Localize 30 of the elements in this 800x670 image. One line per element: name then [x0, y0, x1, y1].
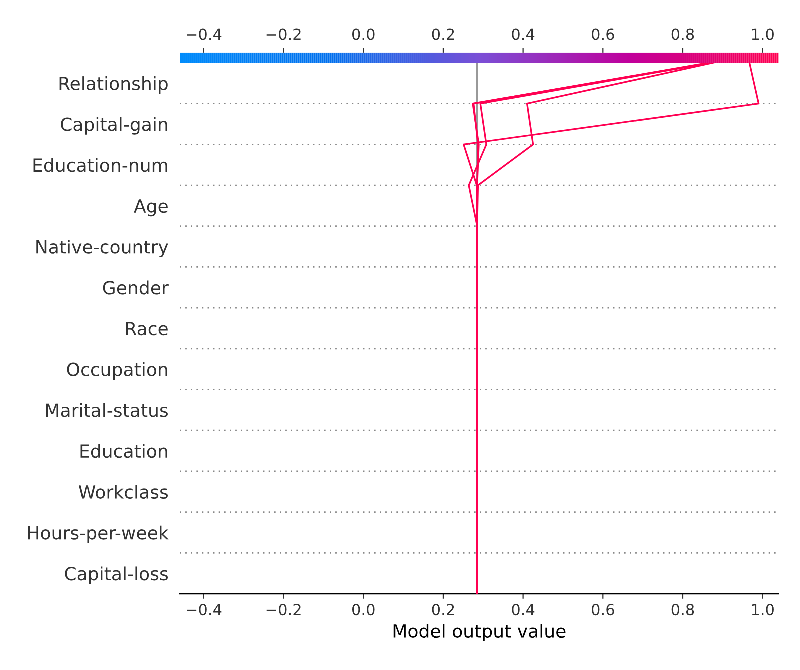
y-tick-label: Education — [80, 444, 168, 458]
x-tick-label: 0.2 — [432, 604, 454, 616]
color-bar-label: 0.4 — [512, 28, 535, 40]
x-tick-label: 1.0 — [752, 604, 774, 616]
color-bar-label: −0.2 — [266, 28, 301, 40]
y-tick-label: Marital-status — [46, 403, 168, 418]
x-tick-label: 0.6 — [592, 604, 614, 616]
x-tick-label: 0.4 — [512, 604, 535, 616]
x-tick-label: −0.2 — [266, 604, 301, 616]
y-tick-label: Occupation — [67, 362, 168, 380]
color-bar-label: 0.8 — [672, 28, 694, 40]
y-tick-label: Education-num — [34, 158, 168, 172]
y-tick-label: Relationship — [60, 76, 168, 94]
y-tick-label: Capital-loss — [65, 566, 168, 584]
color-bar-label: 0.2 — [432, 28, 454, 40]
y-tick-label: Age — [134, 200, 168, 217]
y-tick-label: Hours-per-week — [28, 526, 169, 544]
y-tick-label: Capital-gain — [61, 117, 168, 135]
color-bar-label: 0.6 — [592, 28, 614, 40]
x-tick-label: 0.0 — [352, 604, 375, 616]
color-bar-label: 0.0 — [352, 28, 375, 40]
y-tick-label: Workclass — [78, 485, 168, 500]
x-axis-title: Model output value — [394, 624, 566, 642]
x-tick-label: 0.8 — [672, 604, 694, 616]
color-bar-label: 1.0 — [752, 28, 774, 40]
x-tick-label: −0.4 — [187, 604, 222, 616]
color-bar-label: −0.4 — [187, 28, 222, 40]
y-tick-label: Native-country — [36, 240, 168, 258]
y-tick-label: Gender — [103, 280, 169, 295]
y-tick-label: Race — [126, 322, 168, 336]
